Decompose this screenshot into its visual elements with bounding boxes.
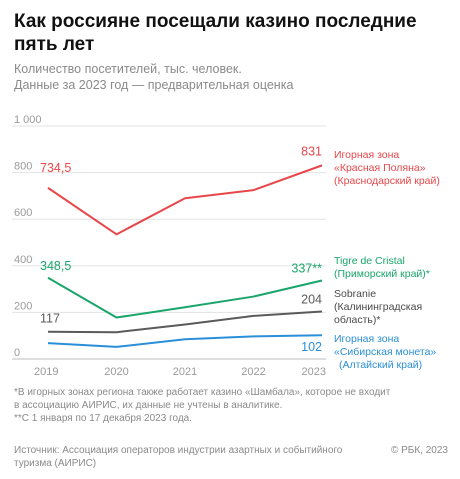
label-sobranie: Sobranie (Калининградская область)* (334, 288, 422, 326)
subtitle-line-2: Данные за 2023 год — предварительная оце… (14, 78, 294, 92)
chart-title: Как россияне посещали казино последние п… (14, 11, 417, 55)
data-label: 117 (40, 312, 60, 326)
footnote-2: **С 1 января по 17 декабря 2023 года. (14, 413, 193, 424)
footnote-1-line-2: в ассоциацию АИРИС, их данные не учтены … (14, 400, 283, 411)
series-label-line: (Калининградская (334, 301, 422, 313)
series-label-line: область)* (334, 314, 380, 326)
data-label: 337** (291, 261, 322, 275)
subtitle-line-1: Количество посетителей, тыс. человек. (14, 62, 242, 76)
credit: © РБК, 2023 (390, 445, 448, 456)
series-label-line: Игорная зона (334, 333, 399, 345)
y-tick-label: 1 000 (14, 114, 42, 126)
data-label: 204 (301, 292, 322, 306)
y-tick-label: 0 (14, 347, 20, 359)
x-tick-label: 2023 (302, 366, 326, 378)
data-label: 348,5 (40, 259, 71, 273)
krasnaya-polyana-line (47, 164, 323, 236)
footnote-1-line-1: *В игорных зонах региона также работает … (14, 387, 391, 398)
x-tick-label: 2020 (104, 366, 128, 378)
y-tick-label: 200 (14, 300, 32, 312)
series-label-line: «Сибирская монета» (334, 346, 436, 358)
data-label: 102 (301, 340, 322, 354)
x-tick-label: 2019 (34, 366, 58, 378)
label-krasnaya-polyana: Игорная зона «Красная Поляна» (Краснодарск… (334, 149, 440, 187)
chart-subtitle: Количество посетителей, тыс. человек. Да… (14, 61, 444, 93)
sobranie-line (47, 310, 323, 334)
series-label-line: (Краснодарский край) (334, 175, 440, 187)
series-label-line: Sobranie (334, 288, 376, 300)
data-label: 831 (301, 144, 322, 158)
source-note: Источник: Ассоциация операторов индустри… (14, 445, 343, 469)
label-tigre-de-cristal: Tigre de Cristal (Приморский край)* (334, 255, 430, 280)
label-sibirskaya-moneta: Игорная зона «Сибирская монета» (Алтайский… (334, 333, 436, 371)
x-tick-label: 2021 (173, 366, 197, 378)
y-tick-label: 400 (14, 254, 32, 266)
sibirskaya-moneta-line (47, 334, 323, 348)
footnotes: *В игорных зонах региона также работает … (14, 386, 454, 425)
series-label-line: «Красная Поляна» (334, 162, 426, 174)
series-label-line: (Алтайский край) (339, 359, 422, 371)
series-label-line: Игорная зона (334, 149, 399, 161)
data-label: 734,5 (40, 161, 71, 175)
y-tick-label: 600 (14, 207, 32, 219)
tigre-de-cristal-line (47, 276, 323, 319)
series-label-line: Tigre de Cristal (334, 255, 405, 267)
x-tick-label: 2022 (241, 366, 265, 378)
y-tick-label: 800 (14, 161, 32, 173)
series-label-line: (Приморский край)* (334, 268, 430, 280)
